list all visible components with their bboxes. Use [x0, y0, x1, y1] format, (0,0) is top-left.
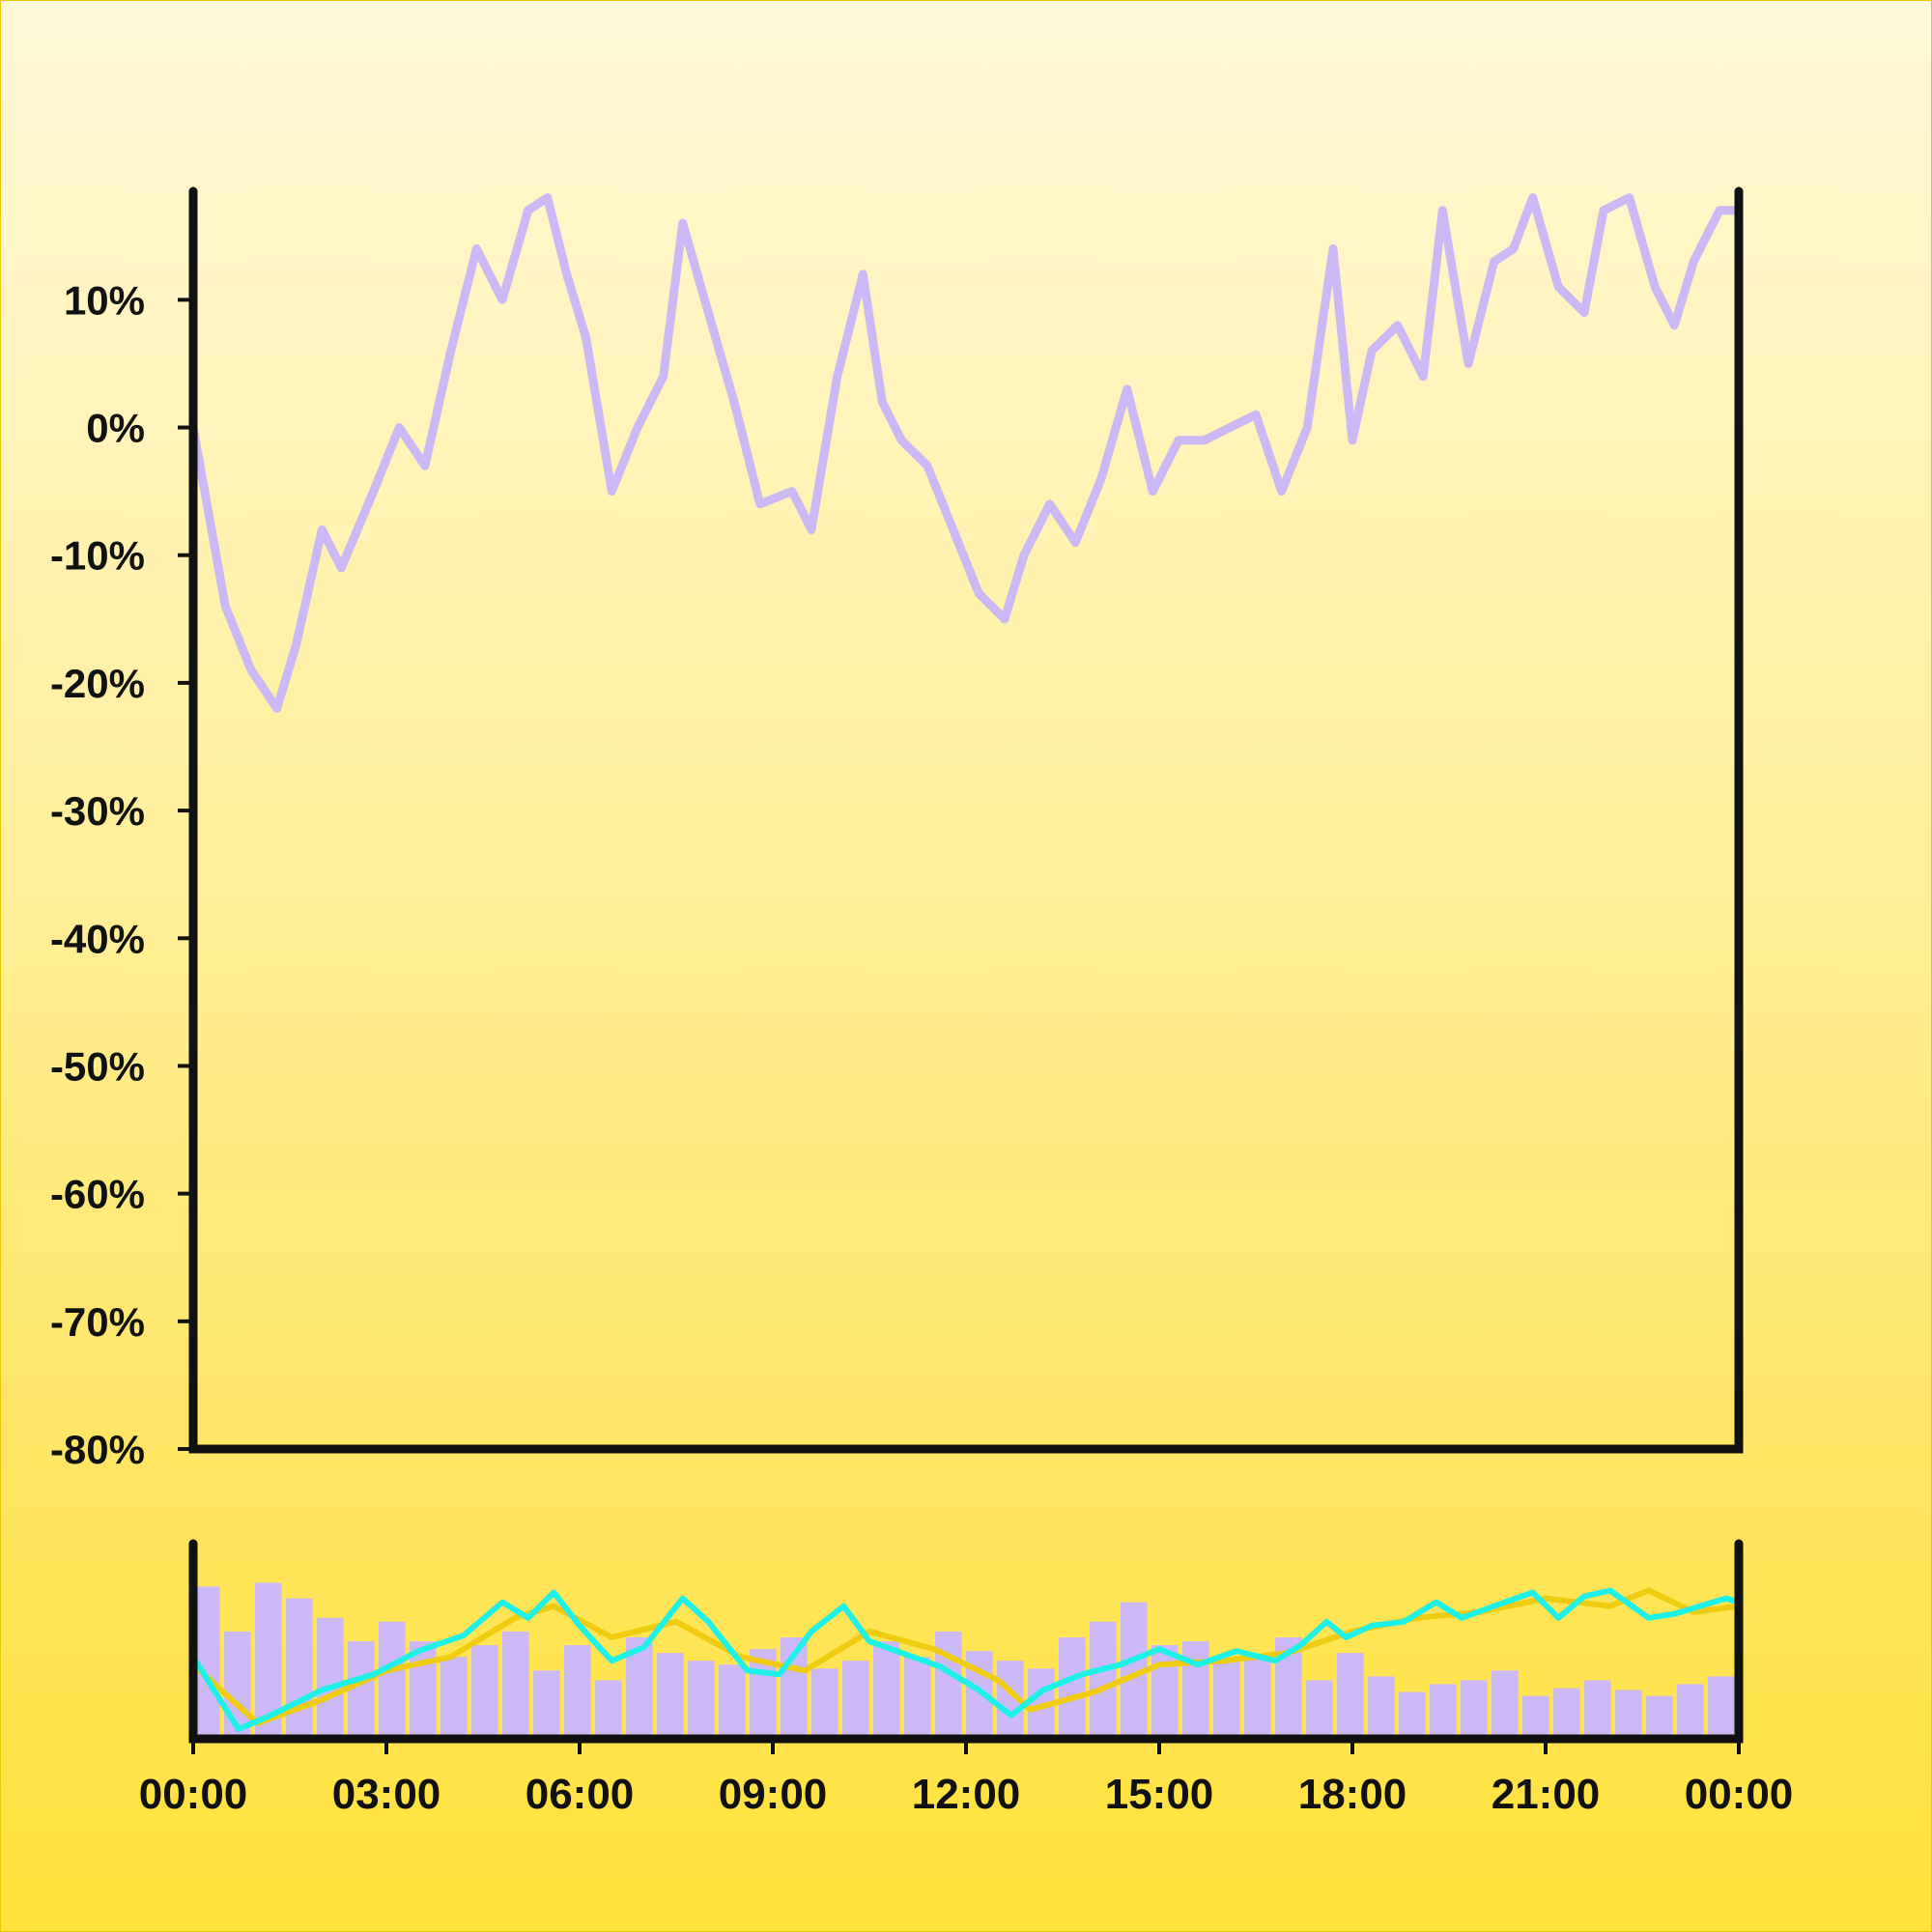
volume-bar	[410, 1641, 437, 1739]
volume-indicator-panel: 00:00 03:00 06:00 09:00 12:00 15:00 18:00 21:00…	[139, 1539, 1794, 1818]
y-tick-label: -10%	[50, 533, 145, 579]
main-axes-frame	[188, 186, 1744, 1454]
main-price-panel: 10% 0% -10% -20% -30% -40% -50% -60% -70% -80%	[50, 186, 1744, 1472]
y-tick-label: -30%	[50, 788, 145, 834]
x-tick-label: 06:00	[526, 1771, 635, 1818]
y-tick-label: -70%	[50, 1299, 145, 1345]
volume-bar	[502, 1631, 529, 1739]
volume-bar	[935, 1631, 962, 1739]
volume-bar	[1151, 1645, 1179, 1739]
x-tick-label: 03:00	[332, 1771, 441, 1818]
volume-bar	[1522, 1695, 1549, 1739]
volume-bar	[564, 1645, 591, 1739]
x-tick-label: 09:00	[719, 1771, 828, 1818]
volume-bar	[1584, 1680, 1611, 1739]
y-tick-label: -20%	[50, 661, 145, 706]
y-tick-label: 0%	[86, 406, 145, 451]
x-tick-label: 00:00	[139, 1771, 248, 1818]
volume-bar	[1182, 1641, 1209, 1739]
x-tick-label: 12:00	[912, 1771, 1021, 1818]
volume-bar	[688, 1661, 715, 1739]
volume-bar	[842, 1661, 869, 1739]
volume-bar	[317, 1617, 344, 1739]
volume-bar	[1059, 1637, 1086, 1739]
volume-bar	[1244, 1657, 1271, 1739]
volume-bar	[904, 1657, 931, 1739]
volume-bar	[1368, 1676, 1395, 1739]
volume-bar	[471, 1645, 498, 1739]
volume-bar	[1553, 1688, 1580, 1739]
volume-bar	[1492, 1670, 1519, 1739]
volume-bar	[1306, 1680, 1333, 1739]
volume-bar	[811, 1668, 838, 1739]
volume-bar	[1090, 1621, 1117, 1739]
y-tick-label: -50%	[50, 1043, 145, 1089]
x-tick-label: 21:00	[1492, 1771, 1601, 1818]
volume-bar	[348, 1641, 375, 1739]
volume-bar	[440, 1657, 468, 1739]
fast-ma-line	[190, 1587, 1740, 1732]
y-tick-label: -60%	[50, 1172, 145, 1217]
volume-bars	[193, 1582, 1735, 1739]
volume-bar	[1461, 1680, 1488, 1739]
volume-bar	[224, 1631, 251, 1739]
volume-bar	[286, 1598, 313, 1739]
x-tick-label: 15:00	[1105, 1771, 1214, 1818]
volume-bar	[1677, 1684, 1704, 1739]
y-tick-label: -40%	[50, 916, 145, 961]
x-tick-label: 18:00	[1298, 1771, 1407, 1818]
volume-bar	[1337, 1653, 1364, 1739]
volume-bar	[873, 1641, 900, 1739]
volume-bar	[379, 1621, 406, 1739]
volume-bar	[1213, 1661, 1240, 1739]
volume-bar	[1430, 1684, 1457, 1739]
x-tick-label: 00:00	[1685, 1771, 1794, 1818]
volume-bar	[1646, 1695, 1673, 1739]
slow-ma-line	[190, 1587, 1740, 1726]
volume-bar	[1399, 1691, 1426, 1739]
volume-bar	[719, 1664, 746, 1739]
y-axis-ticks: 10% 0% -10% -20% -30% -40% -50% -60% -70% -80%	[50, 277, 193, 1472]
volume-bar	[657, 1653, 684, 1739]
price-line	[188, 193, 1744, 713]
volume-bar	[533, 1670, 560, 1739]
y-tick-label: -80%	[50, 1427, 145, 1472]
volume-bar	[1708, 1676, 1735, 1739]
x-axis-ticks: 00:00 03:00 06:00 09:00 12:00 15:00 18:00 21:00…	[139, 1739, 1794, 1818]
volume-bar	[595, 1680, 622, 1739]
y-tick-label: 10%	[64, 277, 145, 323]
volume-bar	[1615, 1690, 1642, 1739]
